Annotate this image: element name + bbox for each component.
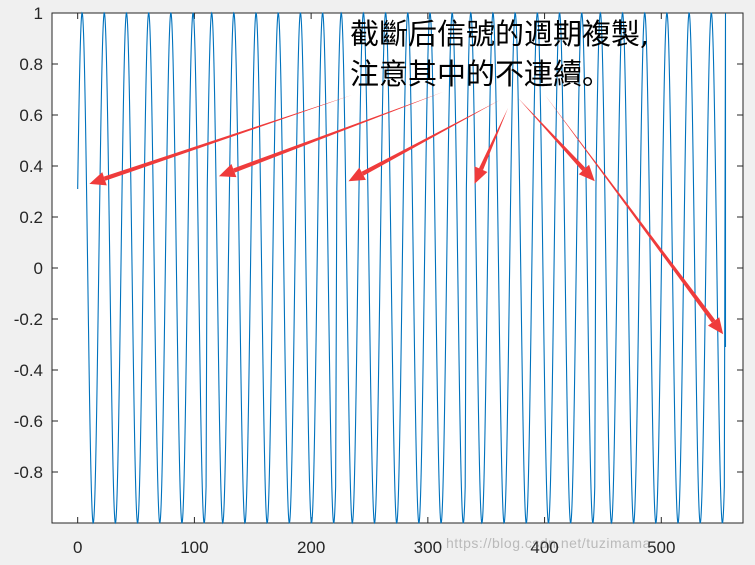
annotation-arrow [89, 95, 352, 186]
x-tick-label: 200 [297, 538, 325, 557]
series-line [77, 11, 727, 525]
x-tick-label: 400 [530, 538, 558, 557]
y-tick-label: -0.6 [14, 412, 43, 431]
y-tick-label: -0.2 [14, 310, 43, 329]
y-tick-label: 0.6 [19, 106, 43, 125]
y-tick-label: 0.4 [19, 157, 43, 176]
y-tick-label: -0.4 [14, 361, 43, 380]
annotation-arrow [545, 95, 724, 335]
annotation-arrow [348, 100, 500, 182]
x-tick-label: 100 [180, 538, 208, 557]
watermark: https://blog.csdn.net/tuzimama [446, 535, 651, 551]
annotation-line-2: 注意其中的不連續。 [350, 57, 612, 91]
x-tick-label: 0 [73, 538, 82, 557]
y-tick-label: 1 [34, 4, 43, 23]
y-tick-label: 0.2 [19, 208, 43, 227]
annotation-line-1: 截斷后信號的週期複製, [350, 17, 650, 51]
annotation-arrow [474, 108, 508, 184]
y-tick-label: 0 [34, 259, 43, 278]
x-tick-label: 500 [647, 538, 675, 557]
annotation-text: 截斷后信號的週期複製, 注意其中的不連續。 [350, 14, 745, 94]
annotation-arrow [218, 92, 443, 178]
y-tick-label: -0.8 [14, 463, 43, 482]
annotation-arrow [518, 98, 595, 182]
x-tick-label: 300 [414, 538, 442, 557]
y-tick-label: 0.8 [19, 55, 43, 74]
